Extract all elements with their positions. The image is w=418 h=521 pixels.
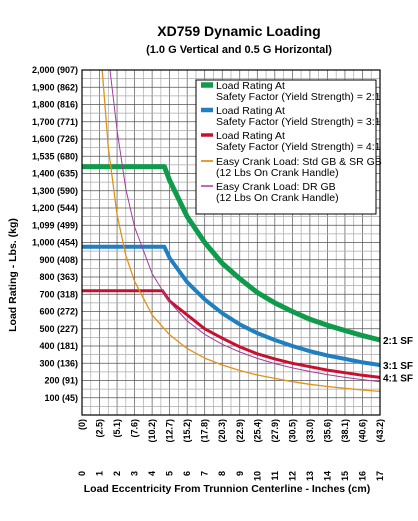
x-tick-label-cm: (5.1) [112, 419, 122, 438]
legend-label: Safety Factor (Yield Strength) = 3:1 [216, 116, 381, 128]
x-tick-label: 12 [287, 471, 297, 481]
y-axis-label: Load Rating - Lbs. (kg) [7, 218, 19, 332]
x-tick-label-cm: (10.2) [147, 419, 157, 443]
x-tick-label: 1 [95, 471, 105, 476]
y-tick-label: 1,800 (816) [32, 100, 78, 110]
y-tick-label: 2,000 (907) [32, 65, 78, 75]
y-tick-label: 1,000 (454) [32, 238, 78, 248]
x-tick-label-cm: (15.2) [182, 419, 192, 443]
x-tick-label: 7 [200, 471, 210, 476]
safety-factor-label: 2:1 SF [383, 336, 413, 347]
x-axis-label: Load Eccentricity From Trunnion Centerli… [84, 483, 370, 495]
legend-label: Safety Factor (Yield Strength) = 4:1 [216, 141, 381, 153]
series-line [101, 69, 381, 393]
y-tick-label: 1,300 (590) [32, 186, 78, 196]
x-tick-label: 5 [165, 471, 175, 476]
x-axis-ticks: 0 (0) 1 (2.5) 2 (5.1) 3 (7.6) 4 (10.2) 5 (12.7) 6 (15… [77, 419, 385, 481]
x-tick-label-cm: (12.7) [165, 419, 175, 443]
plot-frame [81, 69, 381, 416]
x-tick-label-cm: (35.6) [322, 419, 332, 443]
x-tick-label: 3 [130, 471, 140, 476]
x-tick-label-cm: (17.8) [200, 419, 210, 443]
legend-label: Safety Factor (Yield Strength) = 2:1 [216, 91, 381, 103]
y-tick-label: 800 (363) [39, 272, 78, 282]
x-tick-label-cm: (2.5) [95, 419, 105, 438]
legend-label: Load Rating At [216, 130, 285, 142]
safety-factor-labels: 2:1 SF 3:1 SF4:1 SF [383, 336, 413, 384]
legend-label: (12 Lbs On Crank Handle) [216, 167, 339, 179]
x-tick-label-cm: (25.4) [252, 419, 262, 443]
y-tick-label: 1,400 (635) [32, 169, 78, 179]
safety-factor-label: 3:1 SF [383, 361, 413, 372]
y-axis-ticks: 100 (45) 200 (91) 300 (136) 400 (181) 500 (2… [32, 65, 78, 403]
series-lines [82, 69, 381, 393]
legend-label: Easy Crank Load: DR GB [216, 181, 336, 193]
x-tick-label-cm: (7.6) [130, 419, 140, 438]
x-tick-label: 8 [217, 471, 227, 476]
x-tick-label-cm: (40.6) [357, 419, 367, 443]
legend-label: Load Rating At [216, 80, 285, 92]
y-tick-label: 100 (45) [44, 393, 78, 403]
series-line [109, 69, 381, 383]
y-tick-label: 400 (181) [39, 341, 78, 351]
y-tick-label: 500 (227) [39, 324, 78, 334]
y-tick-label: 900 (408) [39, 255, 78, 265]
y-tick-label: 600 (272) [39, 307, 78, 317]
x-tick-label-cm: (22.9) [235, 419, 245, 443]
y-tick-label: 1,535 (680) [32, 151, 78, 161]
legend-box [195, 79, 377, 215]
x-tick-label: 15 [340, 471, 350, 481]
series-line [82, 244, 381, 367]
x-tick-label-cm: (27.9) [270, 419, 280, 443]
chart-title: XD759 Dynamic Loading [157, 23, 320, 39]
series-line [82, 289, 381, 379]
x-tick-label-cm: (0) [77, 419, 87, 430]
x-tick-label: 16 [357, 471, 367, 481]
series-line [82, 164, 381, 343]
x-tick-label: 17 [375, 471, 385, 481]
x-tick-label: 9 [235, 471, 245, 476]
x-tick-label-cm: (38.1) [340, 419, 350, 443]
x-tick-label-cm: (30.5) [287, 419, 297, 443]
chart-subtitle: (1.0 G Vertical and 0.5 G Horizontal) [146, 44, 332, 56]
x-tick-label: 4 [147, 471, 157, 476]
y-tick-label: 300 (136) [39, 358, 78, 368]
x-tick-label: 14 [322, 471, 332, 481]
x-tick-label: 2 [112, 471, 122, 476]
y-tick-label: 1,700 (771) [32, 117, 78, 127]
y-tick-label: 1,200 (544) [32, 203, 78, 213]
y-tick-label: 200 (91) [44, 376, 78, 386]
legend-label: (12 Lbs On Crank Handle) [216, 192, 339, 204]
safety-factor-label: 4:1 SF [383, 373, 413, 384]
y-tick-label: 1,900 (862) [32, 82, 78, 92]
x-tick-label: 11 [270, 471, 280, 481]
y-tick-label: 700 (318) [39, 289, 78, 299]
y-tick-label: 1,600 (726) [32, 134, 78, 144]
x-tick-label: 10 [252, 471, 262, 481]
x-tick-label-cm: (43.2) [375, 419, 385, 443]
x-tick-label: 13 [305, 471, 315, 481]
legend-label: Easy Crank Load: Std GB & SR GB [216, 156, 382, 168]
x-tick-label: 0 [77, 471, 87, 476]
x-tick-label-cm: (20.3) [217, 419, 227, 443]
y-tick-label: 1,099 (499) [32, 220, 78, 230]
x-tick-label-cm: (33.0) [305, 419, 315, 443]
x-tick-label: 6 [182, 471, 192, 476]
legend-label: Load Rating At [216, 105, 285, 117]
